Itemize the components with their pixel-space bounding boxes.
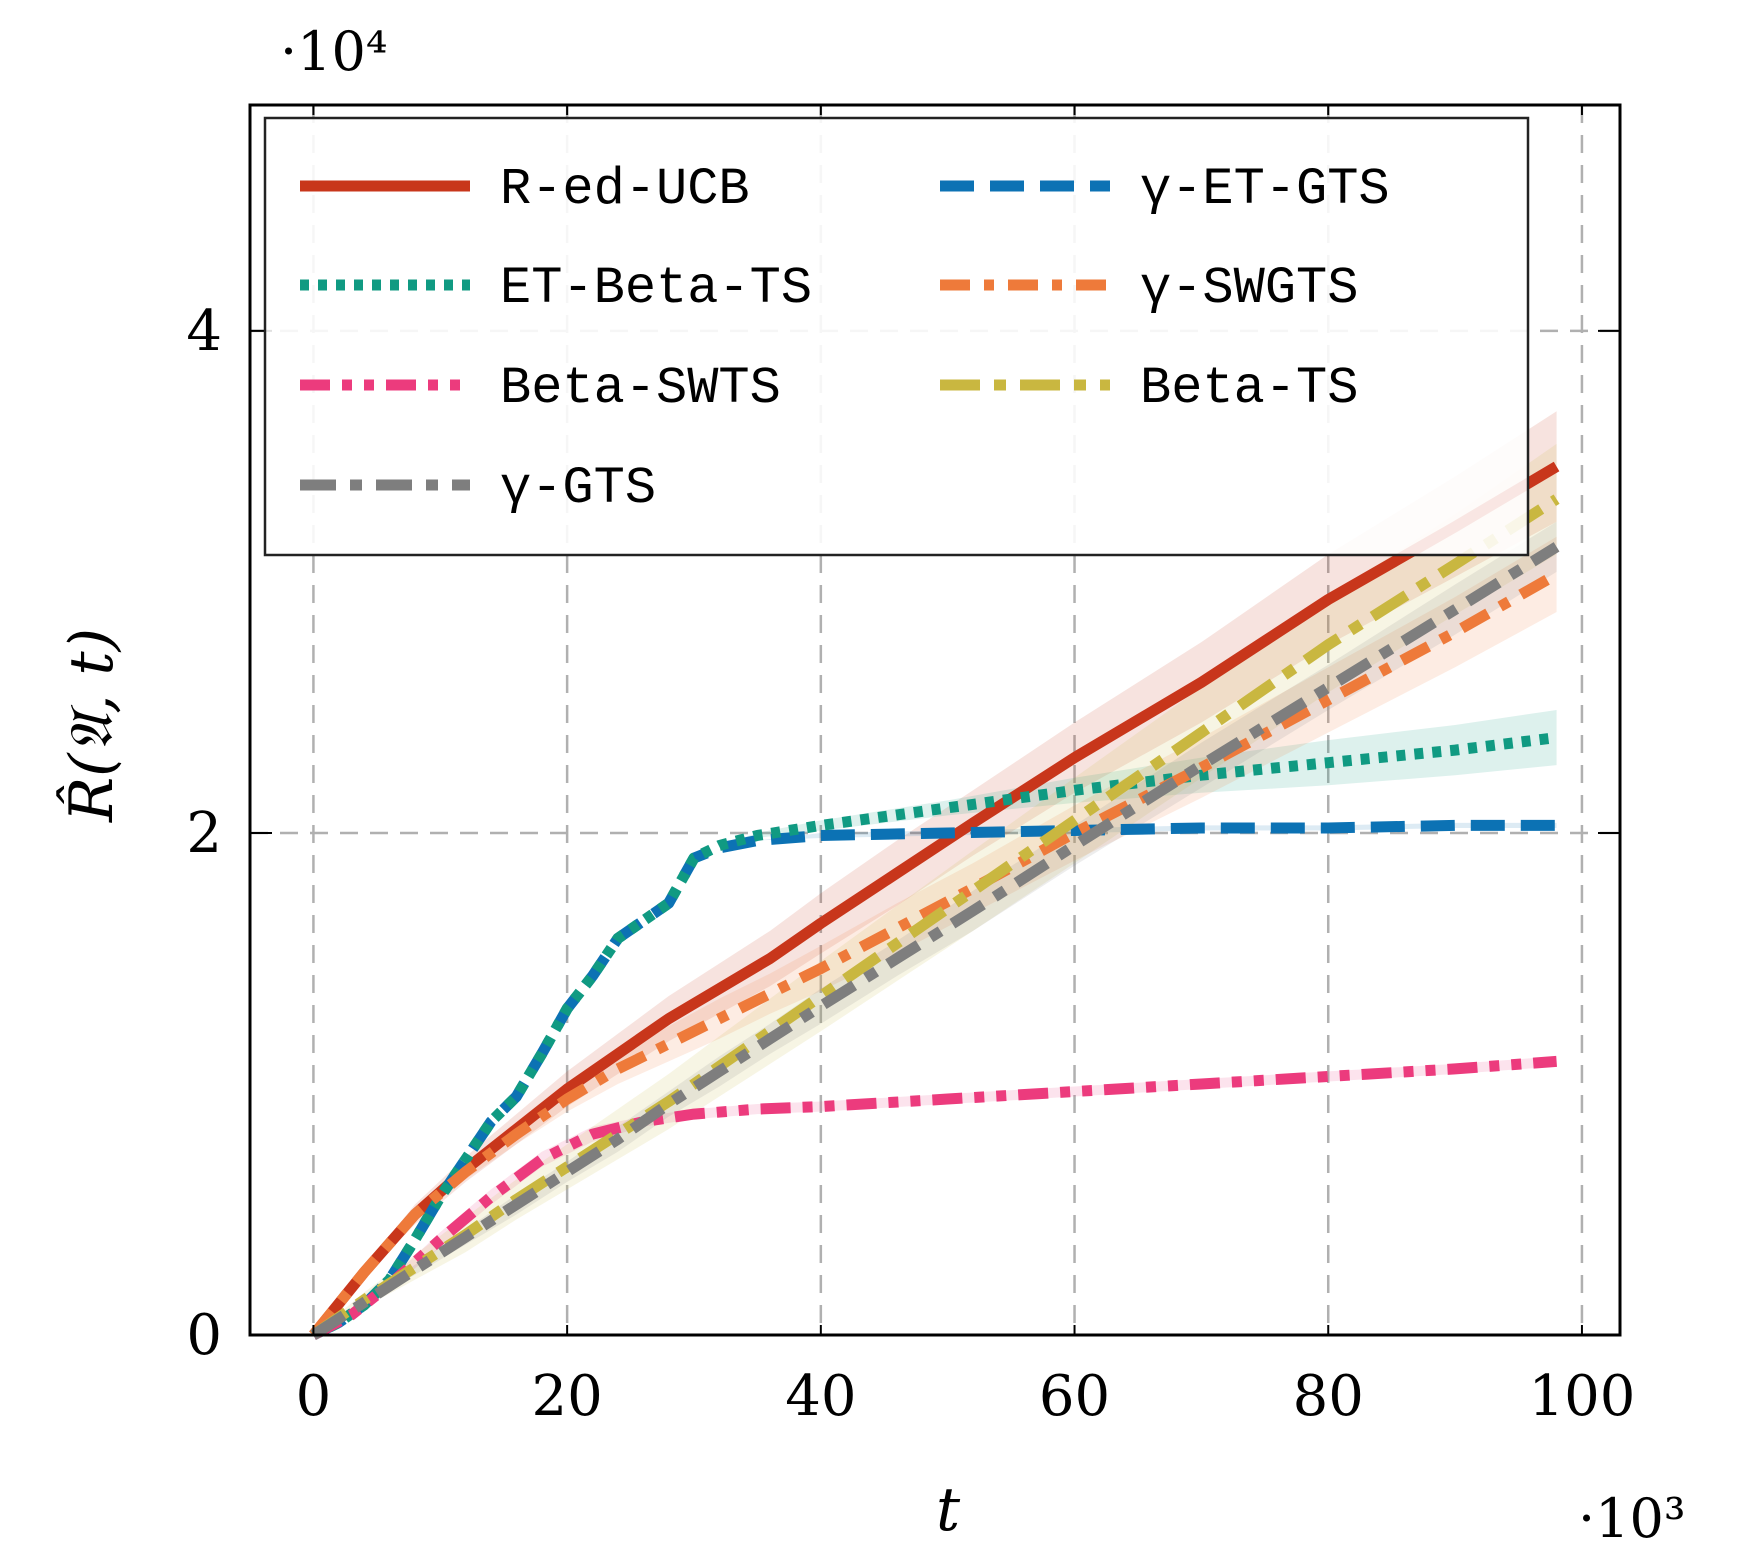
x-tick-label: 100 [1528,1364,1635,1429]
series-lines [309,461,1560,1340]
series-beta-swts [310,1055,1557,1340]
legend-label-et-gts: γ-ET-GTS [1140,160,1390,219]
ticks: 0 20 40 60 80 100 0 2 4 [186,105,1635,1429]
x-tick-label: 40 [785,1364,856,1429]
y-tick-label: 4 [186,299,222,364]
series-et-beta-ts [310,732,1558,1340]
legend-box [263,116,1530,557]
y-tick-label: 2 [186,801,222,866]
x-tick-label: 60 [1039,1364,1110,1429]
y-multiplier: ·10⁴ [280,20,388,83]
x-multiplier: ·10³ [1578,1487,1686,1550]
series-gts [310,542,1560,1340]
x-axis-label: t [936,1475,961,1545]
legend-label-et-beta-ts: ET-Beta-TS [500,259,812,318]
band-swgts [313,536,1557,1335]
legend-label-beta-swts: Beta-SWTS [500,359,781,418]
legend-label-beta-ts: Beta-TS [1140,359,1358,418]
legend-label-swgts: γ-SWGTS [1140,259,1358,318]
band-et-beta-ts [313,709,1557,1335]
band-r-ed-ucb [313,411,1557,1336]
x-tick-label: 20 [531,1364,602,1429]
y-tick-label: 0 [186,1303,222,1368]
legend-label-gts: γ-GTS [500,459,656,518]
band-beta-ts [313,443,1557,1335]
y-axis-label: R̂(𝔄, t) [56,628,127,823]
legend: R-ed-UCB ET-Beta-TS Beta-SWTS γ-GTS γ-ET-GTS… [263,116,1530,557]
plot-frame [248,103,1622,1337]
legend-label-r-ed-ucb: R-ed-UCB [500,160,750,219]
x-tick-label: 0 [296,1364,332,1429]
x-tick-label: 80 [1293,1364,1364,1429]
